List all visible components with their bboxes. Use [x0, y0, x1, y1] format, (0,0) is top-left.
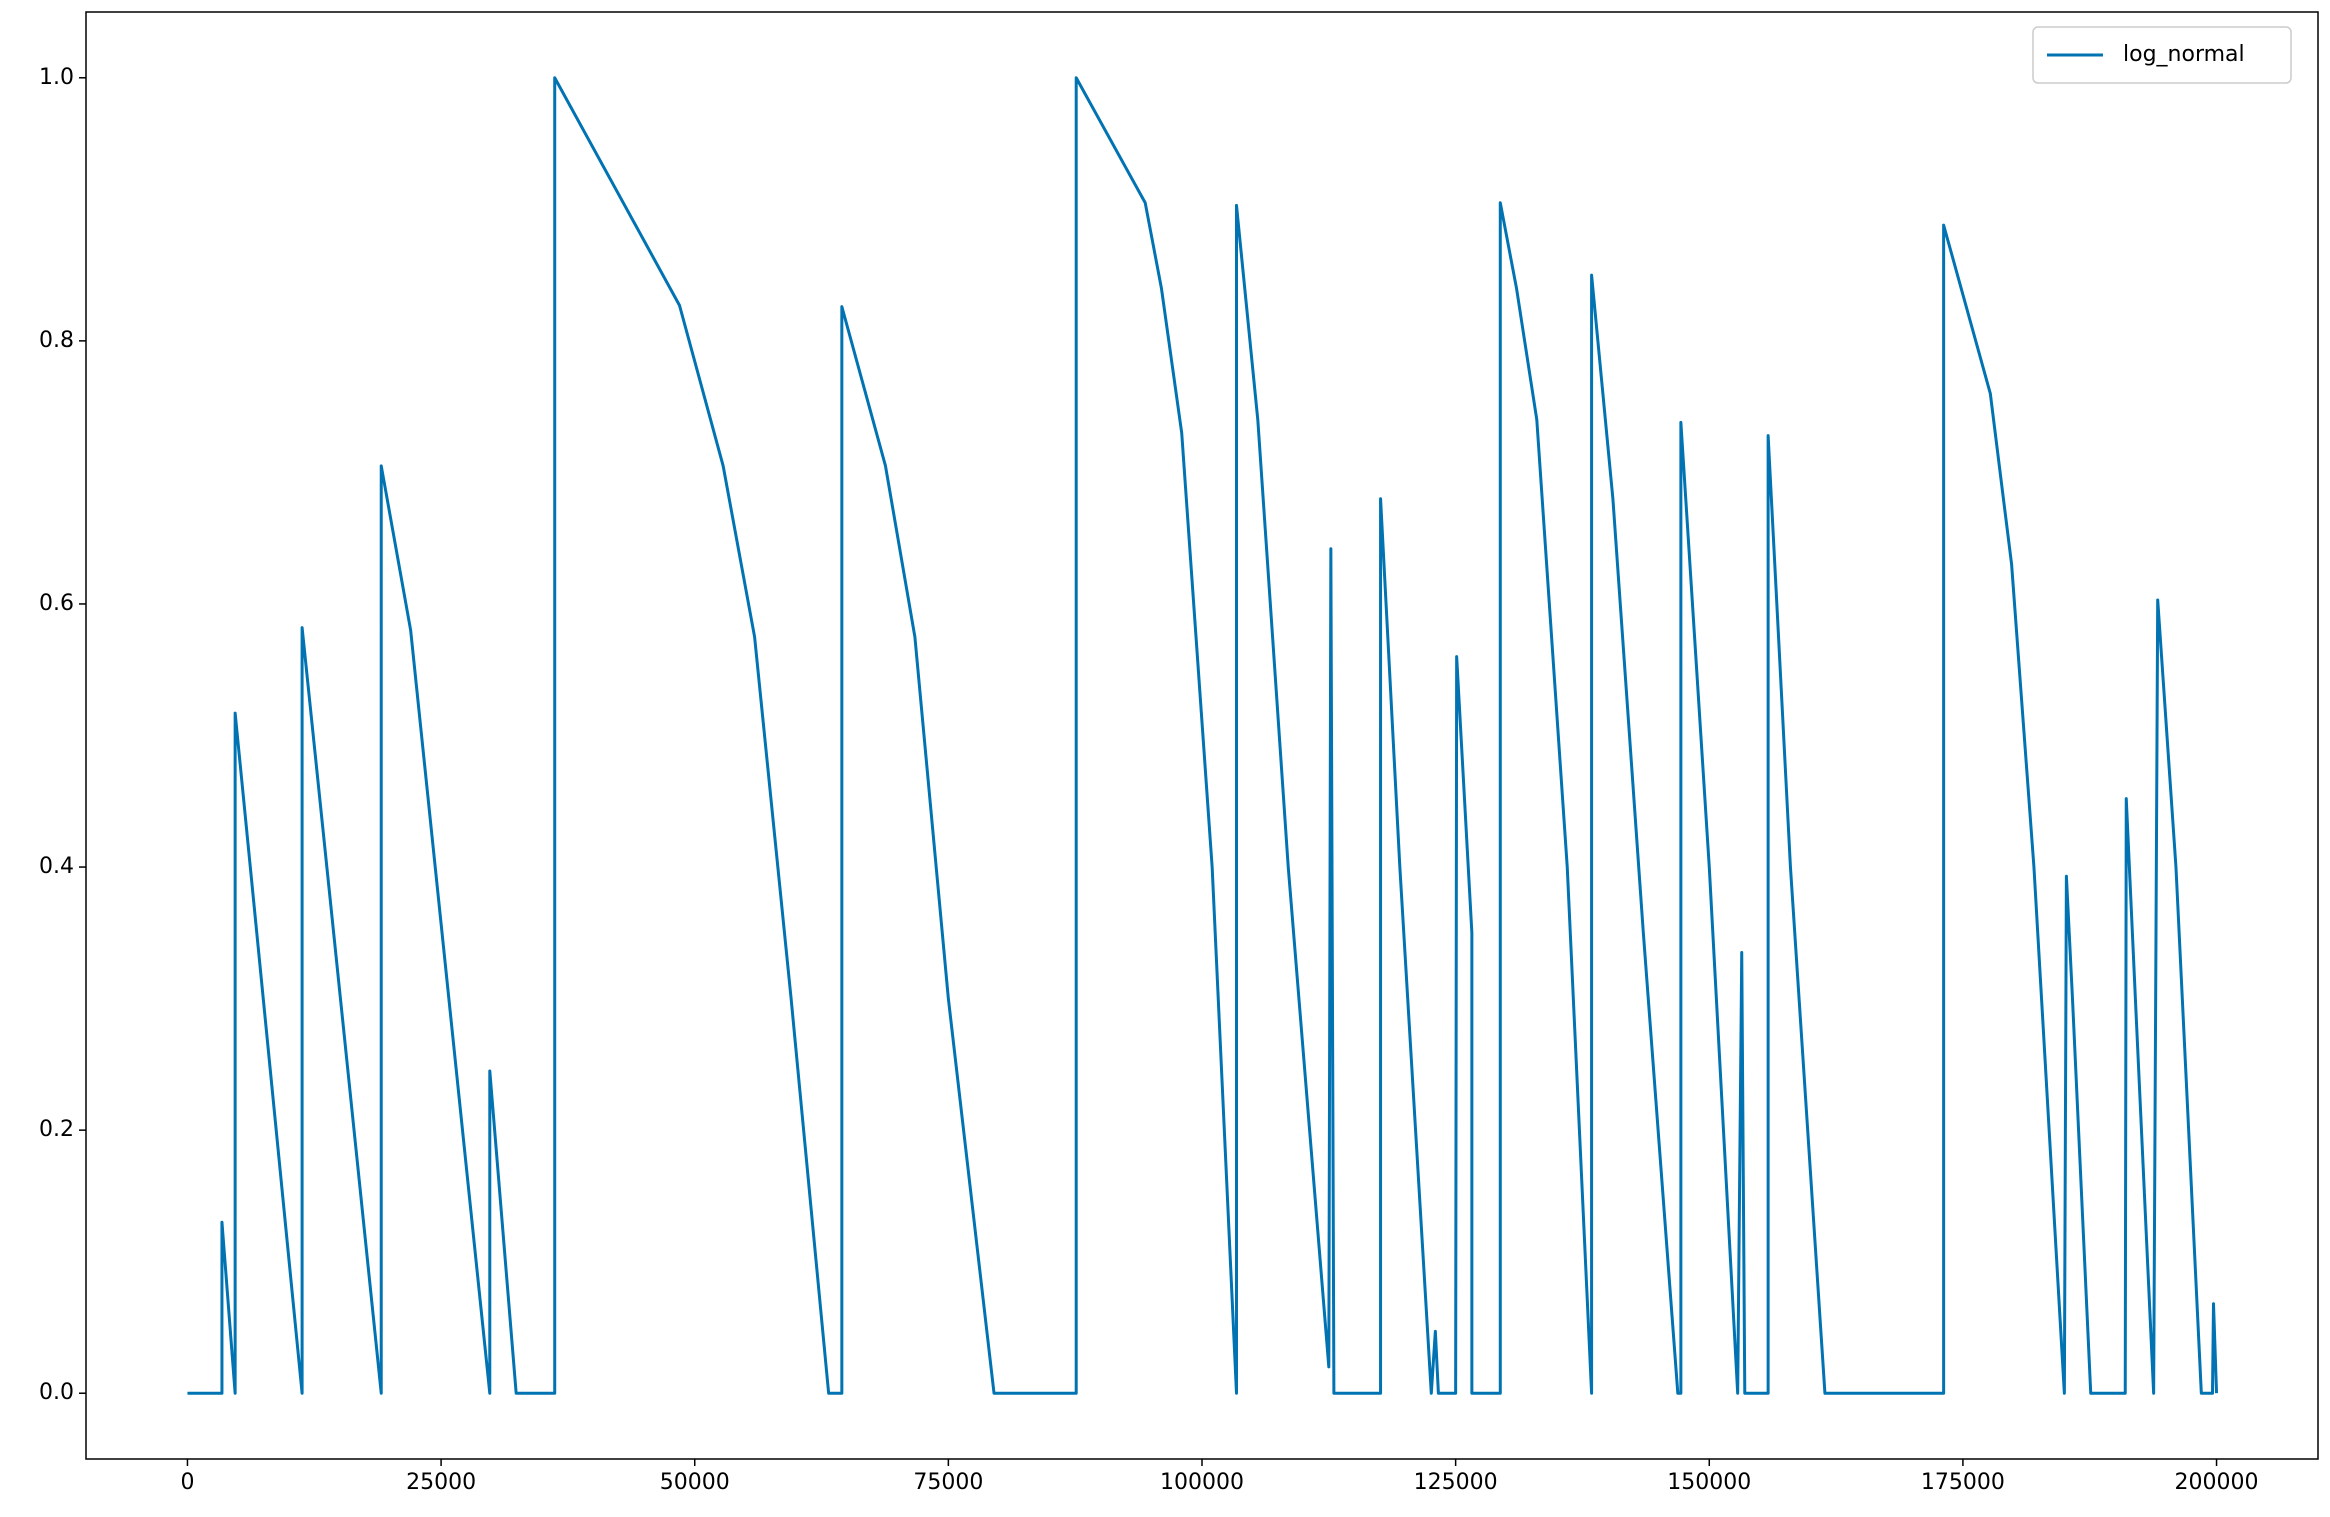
x-tick-label: 50000 — [660, 1470, 730, 1495]
legend-box — [2032, 26, 2292, 84]
y-tick-label: 0.0 — [39, 1380, 74, 1405]
line-series — [187, 76, 2219, 1395]
x-tick-label: 200000 — [2175, 1470, 2259, 1495]
x-tick-label: 100000 — [1160, 1470, 1244, 1495]
x-tick-label: 175000 — [1921, 1470, 2005, 1495]
y-tick-label: 0.8 — [39, 328, 74, 353]
y-tick-label: 1.0 — [39, 65, 74, 90]
x-tick-label: 150000 — [1667, 1470, 1751, 1495]
x-tick-label: 0 — [180, 1470, 194, 1495]
x-tick-label: 25000 — [406, 1470, 476, 1495]
x-tick-label: 75000 — [913, 1470, 983, 1495]
y-tick-label: 0.2 — [39, 1117, 74, 1142]
y-tick-label: 0.4 — [39, 854, 74, 879]
y-tick-label: 0.6 — [39, 591, 74, 616]
x-tick-label: 125000 — [1414, 1470, 1498, 1495]
legend-label: log_normal — [2123, 42, 2245, 67]
